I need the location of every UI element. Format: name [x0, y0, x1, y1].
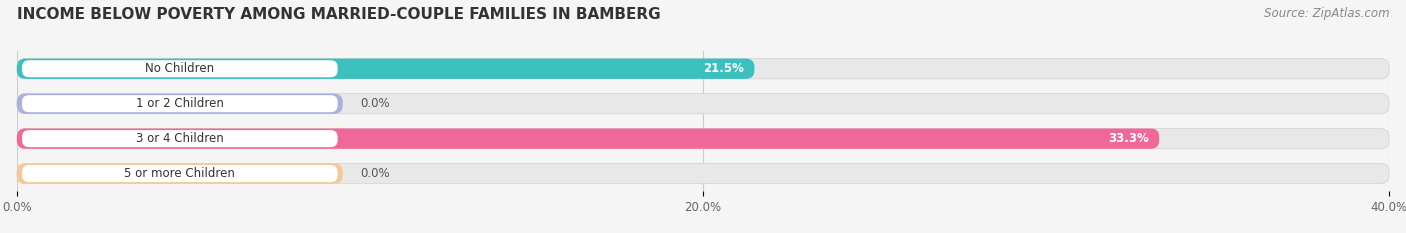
FancyBboxPatch shape [17, 93, 1389, 114]
FancyBboxPatch shape [22, 165, 337, 182]
FancyBboxPatch shape [17, 59, 1389, 79]
Text: 3 or 4 Children: 3 or 4 Children [136, 132, 224, 145]
FancyBboxPatch shape [17, 59, 755, 79]
Text: INCOME BELOW POVERTY AMONG MARRIED-COUPLE FAMILIES IN BAMBERG: INCOME BELOW POVERTY AMONG MARRIED-COUPL… [17, 7, 661, 22]
FancyBboxPatch shape [22, 95, 337, 112]
Text: 1 or 2 Children: 1 or 2 Children [136, 97, 224, 110]
FancyBboxPatch shape [22, 60, 337, 77]
Text: 21.5%: 21.5% [703, 62, 744, 75]
FancyBboxPatch shape [17, 164, 343, 184]
FancyBboxPatch shape [17, 164, 1389, 184]
Text: 5 or more Children: 5 or more Children [124, 167, 235, 180]
Text: No Children: No Children [145, 62, 214, 75]
FancyBboxPatch shape [17, 129, 1389, 149]
FancyBboxPatch shape [22, 130, 337, 147]
Text: Source: ZipAtlas.com: Source: ZipAtlas.com [1264, 7, 1389, 20]
Text: 33.3%: 33.3% [1108, 132, 1149, 145]
FancyBboxPatch shape [17, 93, 343, 114]
FancyBboxPatch shape [17, 129, 1160, 149]
Text: 0.0%: 0.0% [360, 97, 389, 110]
Text: 0.0%: 0.0% [360, 167, 389, 180]
